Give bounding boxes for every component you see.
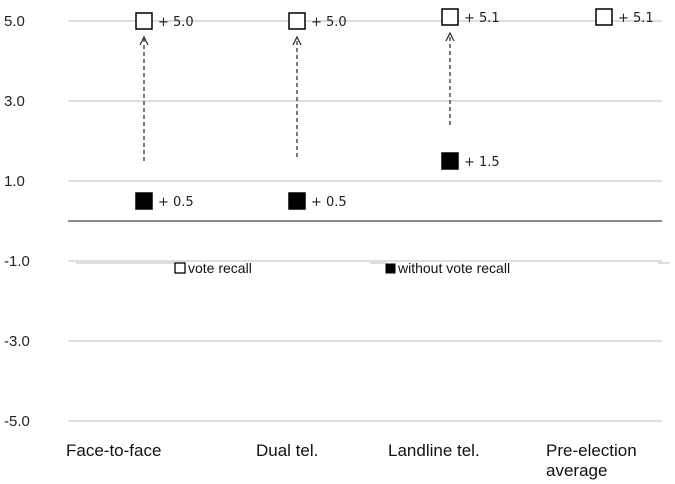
x-category-label: Landline tel. (388, 441, 480, 460)
arrow-head (445, 31, 455, 42)
data-label: + 0.5 (311, 195, 347, 210)
x-category-label: Face-to-face (66, 441, 161, 460)
y-tick-label: 5.0 (4, 13, 25, 30)
x-category-line: Pre-election (546, 441, 637, 460)
x-category-label: Dual tel. (256, 441, 318, 460)
y-tick-label: 3.0 (4, 93, 25, 110)
open-square-marker (288, 12, 306, 30)
open-square-marker (441, 8, 459, 26)
open-square-marker (135, 12, 153, 30)
arrow-head (292, 35, 302, 46)
data-label: + 5.1 (464, 11, 500, 26)
x-category-line: Landline tel. (388, 441, 480, 460)
x-category-line: average (546, 461, 607, 480)
x-category-label: Pre-election average (546, 441, 637, 480)
data-label: + 0.5 (158, 195, 194, 210)
y-tick-label: -3.0 (4, 333, 30, 350)
data-label: + 5.0 (311, 15, 347, 30)
legend-label: vote recall (188, 260, 252, 276)
y-tick-label: -5.0 (4, 413, 30, 430)
data-label: + 5.1 (618, 11, 654, 26)
open-square-marker (595, 8, 613, 26)
y-tick-label: 1.0 (4, 173, 25, 190)
x-category-line: Dual tel. (256, 441, 318, 460)
x-category-line: Face-to-face (66, 441, 161, 460)
legend-filled-square-marker (385, 263, 396, 274)
filled-square-marker (135, 192, 153, 210)
legend-open-square-marker (174, 262, 186, 274)
filled-square-marker (288, 192, 306, 210)
y-tick-label: -1.0 (4, 253, 30, 270)
filled-square-marker (441, 152, 459, 170)
legend-label: without vote recall (397, 260, 510, 276)
data-label: + 1.5 (464, 155, 500, 170)
arrow-head (139, 35, 149, 46)
data-label: + 5.0 (158, 15, 194, 30)
